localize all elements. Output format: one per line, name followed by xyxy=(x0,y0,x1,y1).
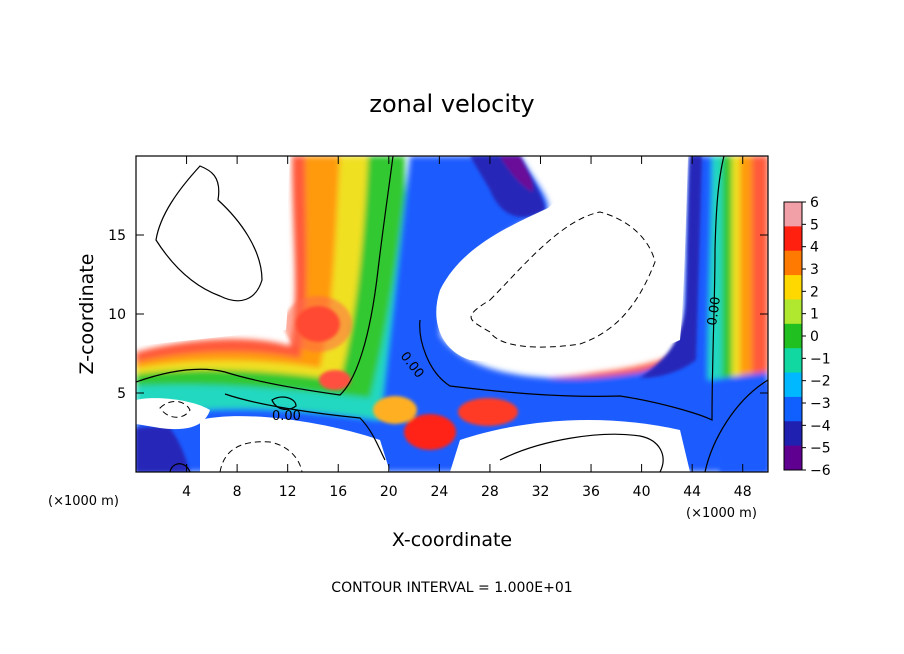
x-tick-label: 36 xyxy=(582,484,600,500)
colorbar-tick-label: −5 xyxy=(810,441,831,457)
colorbar-swatch xyxy=(784,396,802,422)
colorbar-tick-label: −6 xyxy=(810,463,831,479)
x-axis-label: X-coordinate xyxy=(392,529,512,551)
chart-title: zonal velocity xyxy=(369,90,534,118)
contour-zero-band xyxy=(224,393,386,461)
field-band-blue xyxy=(136,156,768,472)
field-white-hole-upper-left xyxy=(136,156,290,346)
field-blue-lowright xyxy=(712,382,768,472)
x-tick-label: 24 xyxy=(430,484,448,500)
colorbar-tick-label: 3 xyxy=(810,262,819,278)
x-axis: 4 8 12 16 20 24 28 32 36 40 44 48 xyxy=(182,156,752,500)
contour-solid-small xyxy=(271,396,297,410)
x-tick-label: 16 xyxy=(329,484,347,500)
x-tick-label: 44 xyxy=(683,484,701,500)
field-orange-blob xyxy=(373,396,417,424)
x-tick-label: 32 xyxy=(532,484,550,500)
field-white-hole-bottom-center xyxy=(450,419,690,472)
colorbar-tick-label: −3 xyxy=(810,396,831,412)
velocity-field xyxy=(136,156,768,472)
y-axis-label: Z-coordinate xyxy=(76,254,98,375)
field-white-hole-right xyxy=(436,156,688,363)
y-axis: 5 10 15 xyxy=(108,228,768,402)
colorbar-tick-label: 2 xyxy=(810,284,819,300)
x-tick-label: 48 xyxy=(734,484,752,500)
colorbar-tick-label: 4 xyxy=(810,240,819,256)
x-tick-label: 28 xyxy=(481,484,499,500)
colorbar-tick-label: −4 xyxy=(810,418,831,434)
colorbar-swatch xyxy=(784,250,802,276)
colorbar xyxy=(783,201,803,471)
colorbar-ticks: 6 5 4 3 2 1 0 −1 −2 −3 −4 −5 −6 xyxy=(802,195,831,479)
colorbar-swatch xyxy=(784,445,802,471)
colorbar-tick-label: 0 xyxy=(810,329,819,345)
colorbar-swatch xyxy=(784,348,802,374)
contour-solid-left-loop xyxy=(155,165,263,302)
contour-dashed-bottom xyxy=(219,441,303,472)
contour-solid-left-low xyxy=(169,463,191,472)
contour-zero-main xyxy=(136,156,394,396)
field-white-hole-bottom xyxy=(200,416,390,472)
colorbar-swatch xyxy=(784,323,802,349)
field-red-blob-3 xyxy=(404,414,456,450)
colorbar-swatch xyxy=(784,226,802,252)
colorbar-tick-label: 6 xyxy=(810,195,819,211)
contour-dashed-left xyxy=(159,401,191,418)
y-tick-label: 15 xyxy=(108,228,126,244)
colorbar-swatch xyxy=(784,421,802,447)
colorbar-swatch xyxy=(784,275,802,300)
x-tick-label: 12 xyxy=(279,484,297,500)
x-tick-label: 8 xyxy=(233,484,242,500)
colorbar-tick-label: −1 xyxy=(810,351,831,367)
field-white-hole-left xyxy=(136,398,210,430)
colorbar-tick-label: −2 xyxy=(810,374,831,390)
field-red-blob-2 xyxy=(284,296,352,352)
contour-label-1: 0.00 xyxy=(272,409,301,424)
contour-zero-center xyxy=(419,156,725,421)
colorbar-swatch xyxy=(784,299,802,325)
colorbar-tick-label: 1 xyxy=(810,307,819,323)
field-red-blob-4 xyxy=(458,398,518,426)
x-unit-right: (×1000 m) xyxy=(686,506,757,521)
contour-interval-note: CONTOUR INTERVAL = 1.000E+01 xyxy=(331,580,572,596)
x-tick-label: 20 xyxy=(380,484,398,500)
field-navy-right xyxy=(640,156,702,378)
field-pink-blob xyxy=(319,370,351,390)
colorbar-tick-label: 5 xyxy=(810,217,819,233)
plot-area: 0.00 0.00 0.00 xyxy=(135,155,769,473)
y-tick-label: 10 xyxy=(108,307,126,323)
field-navy-lowleft xyxy=(136,426,190,472)
colorbar-swatch xyxy=(784,202,802,227)
contour-solid-bottom-right xyxy=(499,433,664,472)
x-unit-left: (×1000 m) xyxy=(48,494,119,509)
contour-label-3: 0.00 xyxy=(705,296,724,327)
x-tick-label: 4 xyxy=(182,484,191,500)
colorbar-swatch xyxy=(784,372,802,398)
field-purple-top xyxy=(500,156,533,192)
y-tick-label: 5 xyxy=(117,386,126,402)
x-tick-label: 40 xyxy=(633,484,651,500)
contour-zero-right-lower xyxy=(704,379,768,472)
